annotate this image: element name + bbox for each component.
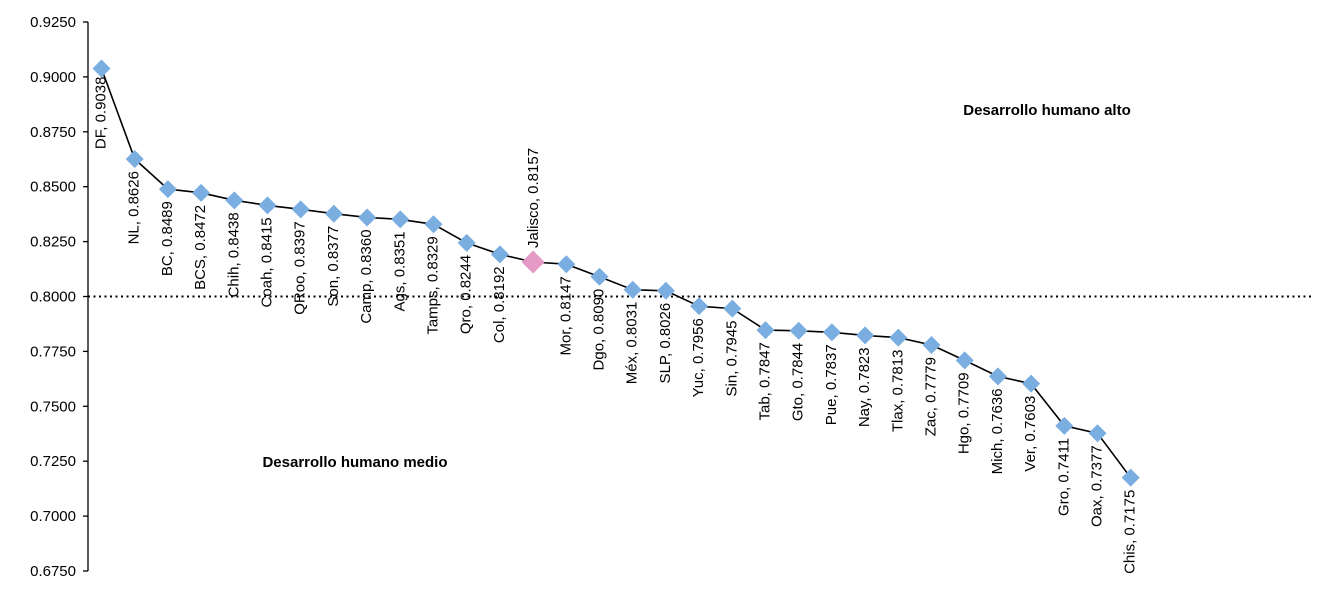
data-label: Dgo, 0.8090 (591, 289, 608, 371)
data-label: Yuc, 0.7956 (690, 318, 707, 397)
y-tick-label: 0.6750 (30, 563, 76, 580)
data-label: Coah, 0.8415 (259, 217, 276, 307)
data-label: Mor, 0.8147 (557, 276, 574, 355)
data-marker (955, 351, 974, 370)
series-line-group (100, 68, 1132, 479)
data-marker (457, 233, 476, 252)
data-label: Tab, 0.7847 (757, 342, 774, 420)
y-tick-label: 0.7250 (30, 453, 76, 470)
data-label: Zac, 0.7779 (923, 357, 940, 436)
data-marker (723, 299, 742, 318)
y-tick-label: 0.7750 (30, 343, 76, 360)
data-marker (490, 245, 509, 264)
data-marker (391, 210, 410, 229)
data-marker (656, 281, 675, 300)
data-label: NL, 0.8626 (126, 171, 143, 244)
annotation-medium: Desarrollo humano medio (262, 454, 447, 471)
data-label: Tamps, 0.8329 (425, 236, 442, 334)
data-label: Son, 0.8377 (325, 226, 342, 307)
data-label: Jalisco, 0.8157 (525, 148, 542, 248)
highlight-marker (521, 250, 545, 274)
y-tick-label: 0.9250 (30, 14, 76, 31)
series-line (100, 68, 1132, 479)
data-label: Ags, 0.8351 (391, 231, 408, 311)
data-marker (125, 150, 144, 169)
data-marker (358, 208, 377, 227)
data-label: DF, 0.9038 (93, 77, 110, 150)
data-marker (889, 328, 908, 347)
y-tick-label: 0.8000 (30, 289, 76, 306)
data-marker (1088, 424, 1107, 443)
data-marker (922, 336, 941, 355)
data-marker (158, 180, 177, 199)
data-marker (822, 323, 841, 342)
data-label: Ver, 0.7603 (1022, 396, 1039, 472)
y-tick-label: 0.8750 (30, 124, 76, 141)
data-label: Gro, 0.7411 (1055, 438, 1072, 516)
data-label: Col, 0.8192 (491, 266, 508, 343)
data-marker (590, 267, 609, 286)
data-marker (690, 297, 709, 316)
data-label: QRoo, 0.8397 (292, 221, 309, 314)
data-marker (424, 215, 443, 234)
data-marker (756, 321, 775, 340)
data-label: SLP, 0.8026 (657, 303, 674, 384)
data-label: Hgo, 0.7709 (956, 372, 973, 454)
y-tick-label: 0.8500 (30, 179, 76, 196)
data-marker (1055, 416, 1074, 435)
data-label: Gto, 0.7844 (790, 343, 807, 421)
data-marker (856, 326, 875, 345)
data-marker (623, 280, 642, 299)
data-marker (988, 367, 1007, 386)
data-label: Qro, 0.8244 (458, 255, 475, 334)
data-label: Oax, 0.7377 (1089, 445, 1106, 527)
y-axis (83, 21, 89, 572)
y-tick-label: 0.7000 (30, 508, 76, 525)
data-marker (557, 255, 576, 274)
data-marker (258, 196, 277, 215)
data-marker (1121, 468, 1140, 487)
data-label: Chih, 0.8438 (225, 212, 242, 297)
data-marker (324, 204, 343, 223)
data-marker (789, 321, 808, 340)
data-label-group: DF, 0.9038 NL, 0.8626 BC, 0.8489 BCS, 0.847… (93, 77, 1139, 574)
data-marker (192, 183, 211, 202)
data-label: Mich, 0.7636 (989, 388, 1006, 474)
data-label: Tlax, 0.7813 (889, 350, 906, 433)
data-marker (225, 191, 244, 210)
data-label: Pue, 0.7837 (823, 344, 840, 425)
y-tick-label: 0.9000 (30, 69, 76, 86)
data-marker (1022, 374, 1041, 393)
data-label: Camp, 0.8360 (358, 229, 375, 323)
data-label: Chis, 0.7175 (1122, 490, 1139, 574)
y-tick-labels: 0.9250 0.9000 0.8750 0.8500 0.8250 0.8000 0.77… (30, 14, 76, 580)
data-label: Nay, 0.7823 (856, 347, 873, 427)
y-tick-label: 0.8250 (30, 234, 76, 251)
data-marker (291, 200, 310, 219)
data-label: BCS, 0.8472 (192, 205, 209, 290)
data-label: Méx, 0.8031 (624, 302, 641, 385)
data-label: Sin, 0.7945 (723, 321, 740, 397)
data-marker (92, 59, 111, 78)
y-tick-label: 0.7500 (30, 398, 76, 415)
marker-group (92, 59, 1140, 487)
data-label: BC, 0.8489 (159, 201, 176, 276)
annotation-high: Desarrollo humano alto (963, 102, 1131, 119)
